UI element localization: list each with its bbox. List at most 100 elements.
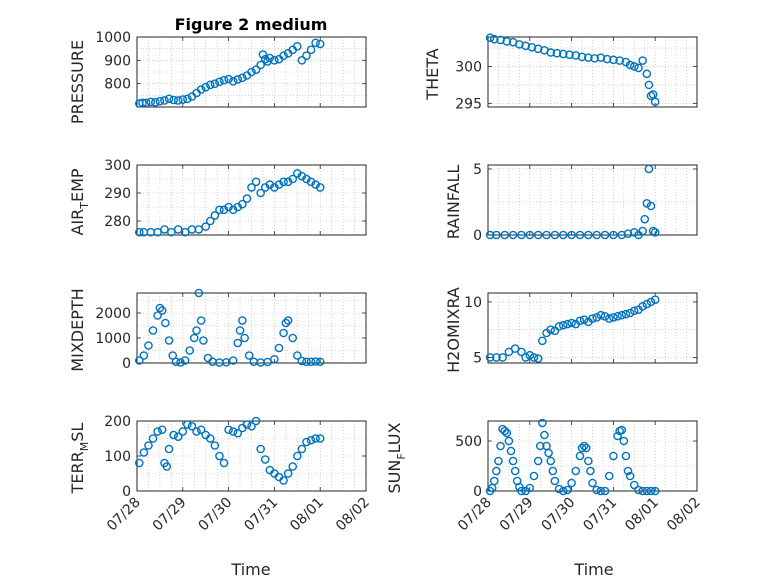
sun_flux-point xyxy=(502,428,512,438)
h2omixra-point xyxy=(546,325,556,334)
pressure-point xyxy=(138,98,147,108)
h2omixra-point xyxy=(592,313,601,322)
terr_msl-point xyxy=(297,444,307,454)
theta-point xyxy=(546,48,556,57)
sun_flux-point xyxy=(508,456,518,466)
mixdepth-point xyxy=(228,356,238,365)
sun_flux-point xyxy=(567,478,576,488)
pressure-point xyxy=(265,53,275,63)
sun_flux-point xyxy=(609,451,618,461)
mixdepth-point xyxy=(235,326,245,335)
h2omixra-point xyxy=(521,353,530,362)
terr_msl-point xyxy=(251,416,261,426)
left-xlabel: Time xyxy=(230,560,270,579)
air_temp-ytick-label: 300 xyxy=(104,158,131,174)
rainfall-point xyxy=(646,201,656,211)
mixdepth-point xyxy=(157,306,167,315)
terr_msl-xtick-label: 07/30 xyxy=(196,495,236,535)
sun_flux-xtick-label: 07/28 xyxy=(455,495,495,535)
sun_flux-point xyxy=(584,456,593,466)
sun_flux-point xyxy=(500,426,510,436)
terr_msl-point xyxy=(219,458,229,468)
h2omixra-point xyxy=(617,310,627,320)
rainfall-point xyxy=(640,214,650,224)
rainfall-point xyxy=(650,228,660,237)
pressure-point xyxy=(141,98,151,108)
terr_msl-point xyxy=(144,441,153,450)
theta-point xyxy=(630,62,639,71)
mixdepth-point xyxy=(306,357,316,367)
theta-point xyxy=(577,52,587,62)
terr_msl-point xyxy=(224,425,233,435)
terr_msl-point xyxy=(228,427,238,436)
sun_flux-point xyxy=(548,466,558,476)
theta-point xyxy=(590,54,599,63)
mixdepth-point xyxy=(144,341,153,350)
sun-flux-ylabel: SUNFLUX xyxy=(385,422,408,493)
pressure-point xyxy=(201,82,210,92)
rainfall-ytick-label: 0 xyxy=(473,228,482,244)
theta-point xyxy=(502,37,512,46)
air_temp-point xyxy=(173,225,183,234)
mixdepth-point xyxy=(270,354,279,364)
sun_flux-axes-box xyxy=(487,420,698,492)
pressure-point xyxy=(251,65,261,74)
mixdepth-point xyxy=(180,356,190,365)
h2omixra-point xyxy=(550,326,560,336)
rainfall-point xyxy=(533,230,543,240)
sun_flux-point xyxy=(604,471,614,481)
sun_flux-point xyxy=(581,443,591,453)
h2omixra-point xyxy=(600,312,610,321)
mixdepth-point xyxy=(171,357,181,367)
air_temp-ytick-label: 280 xyxy=(104,214,131,230)
terr_msl-point xyxy=(247,421,256,431)
terr_msl-xtick-label: 07/31 xyxy=(241,495,281,535)
pressure-point xyxy=(183,94,192,104)
theta-point xyxy=(644,80,654,90)
h2omixra-point xyxy=(625,308,635,318)
sun_flux-point xyxy=(586,466,595,476)
h2omixra-point xyxy=(563,319,572,329)
rainfall-point xyxy=(550,230,560,240)
air_temp-point xyxy=(238,199,247,209)
air_temp-point xyxy=(153,227,162,237)
air-temp-axes: 280 290 300 xyxy=(104,158,367,237)
rainfall-point xyxy=(525,230,535,240)
terr_msl-point xyxy=(183,420,192,429)
air_temp-point xyxy=(180,227,190,237)
theta-point xyxy=(642,69,652,79)
sun_flux-point xyxy=(625,471,635,481)
mixdepth-point xyxy=(240,333,249,343)
mixdepth-point xyxy=(189,333,199,343)
terr_msl-point xyxy=(153,427,162,436)
mixdepth-point xyxy=(139,351,149,360)
pressure-point xyxy=(196,85,206,94)
sun_flux-ytick-label: 0 xyxy=(473,484,482,500)
h2omixra-point xyxy=(604,314,614,323)
pressure-point xyxy=(160,96,169,105)
rainfall-point xyxy=(609,230,618,240)
h2omixra-point xyxy=(517,347,526,357)
sun_flux-point xyxy=(550,476,560,486)
mixdepth-axes: 0 1000 2000 xyxy=(95,288,367,372)
air_temp-point xyxy=(288,174,298,184)
rainfall-point xyxy=(592,230,601,240)
mixdepth-point xyxy=(233,338,243,348)
pressure-point xyxy=(155,96,165,106)
theta-point xyxy=(625,60,635,70)
mixdepth-point xyxy=(199,336,208,345)
mixdepth-ytick-label: 0 xyxy=(122,356,131,372)
h2omixra-point xyxy=(588,314,597,323)
air_temp-point xyxy=(242,194,252,203)
h2omixra-point xyxy=(498,353,507,362)
terr_msl-point xyxy=(196,425,206,435)
sun_flux-point xyxy=(525,483,535,493)
mixdepth-point xyxy=(302,357,311,367)
mixdepth-point xyxy=(134,356,144,365)
pressure-point xyxy=(233,75,243,84)
air-temp-ylabel: AIRTEMP xyxy=(68,168,91,235)
pressure-point xyxy=(270,56,279,65)
h2omixra-axes: 5 10 xyxy=(464,292,698,366)
sun_flux-point xyxy=(492,466,501,476)
rainfall-point xyxy=(567,230,576,240)
